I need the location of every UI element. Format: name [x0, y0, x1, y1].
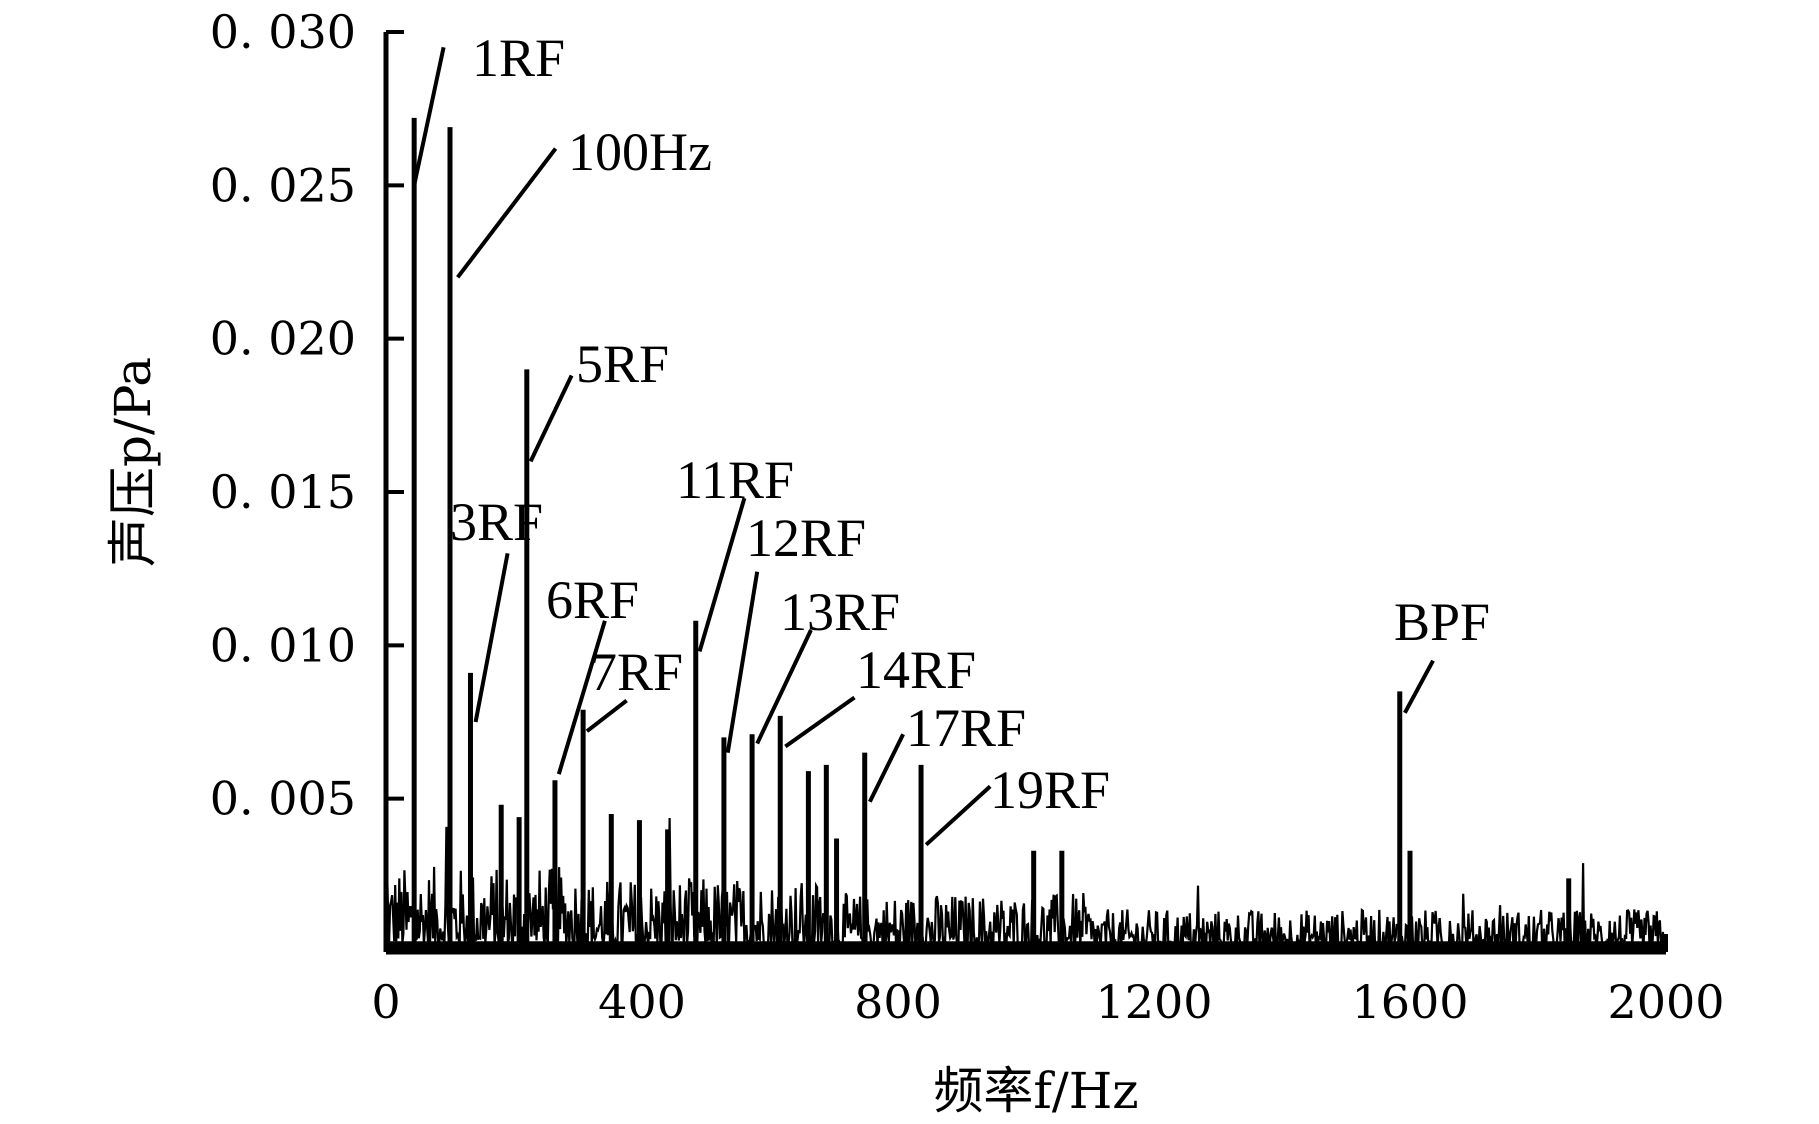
x-tick-label: 1200: [1095, 975, 1212, 1029]
x-tick-label: 1600: [1351, 975, 1468, 1029]
annotation-label: 5RF: [576, 334, 669, 394]
y-tick-label: 0. 005: [210, 772, 356, 826]
noise-floor-band: [386, 941, 1666, 952]
annotation-leader: [473, 552, 510, 723]
y-ticks: 0. 005 0. 010 0. 015 0. 020 0. 025 0. 030: [210, 5, 404, 826]
annotation-label: 17RF: [906, 698, 1026, 758]
spectrum-series: [384, 117, 1668, 953]
annotation-leader: [868, 733, 905, 803]
x-tick-label: 400: [598, 975, 686, 1029]
annotation-label: 1RF: [472, 28, 565, 88]
annotation-leader: [1403, 659, 1435, 714]
annotation-label: 7RF: [590, 642, 683, 702]
y-tick-label: 0. 010: [210, 618, 356, 672]
y-tick-label: 0. 015: [210, 465, 356, 519]
y-tick-label: 0. 020: [210, 312, 356, 366]
annotation-label: 100Hz: [568, 122, 712, 182]
annotation-leader: [725, 571, 760, 753]
annotation-leader: [784, 695, 856, 749]
annotation-label: 11RF: [676, 450, 794, 510]
noise-floor-trace: [384, 817, 1668, 953]
annotation-leader: [697, 497, 747, 653]
x-tick-label: 0: [371, 975, 400, 1029]
annotation-label: 14RF: [856, 640, 976, 700]
y-tick-label: 0. 025: [210, 158, 356, 212]
annotation-leader: [556, 620, 607, 775]
annotation-label: 13RF: [780, 582, 900, 642]
annotation-leader: [924, 784, 992, 847]
x-ticks: 0 400 800 1200 1600 2000: [371, 934, 1725, 1029]
x-tick-label: 2000: [1607, 975, 1724, 1029]
x-tick-label: 800: [854, 975, 942, 1029]
annotation-label: 19RF: [990, 760, 1110, 820]
annotation-label: 12RF: [746, 508, 866, 568]
annotation-leader: [528, 374, 574, 463]
annotation-label: BPF: [1394, 592, 1490, 652]
y-tick-label: 0. 030: [210, 5, 356, 59]
annotation-label: 3RF: [450, 492, 543, 552]
annotation-leader: [585, 698, 628, 733]
annotation-label: 6RF: [546, 570, 639, 630]
annotation-leader: [412, 46, 446, 186]
y-axis-title: 声压p/Pa: [104, 357, 162, 567]
annotation-leader: [456, 147, 558, 279]
x-axis-title: 频率f/Hz: [933, 1062, 1138, 1120]
annotation-leader: [755, 629, 813, 745]
